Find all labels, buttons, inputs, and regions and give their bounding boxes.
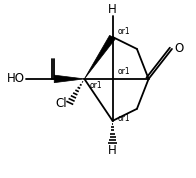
- Text: Cl: Cl: [55, 97, 67, 110]
- Text: H: H: [108, 144, 117, 157]
- Polygon shape: [84, 35, 116, 79]
- Text: HO: HO: [7, 72, 25, 85]
- Text: or1: or1: [117, 67, 130, 76]
- Text: or1: or1: [117, 27, 130, 36]
- Text: or1: or1: [89, 82, 102, 90]
- Polygon shape: [54, 75, 84, 83]
- Text: O: O: [175, 42, 184, 55]
- Text: H: H: [108, 2, 117, 15]
- Text: or1: or1: [117, 114, 130, 123]
